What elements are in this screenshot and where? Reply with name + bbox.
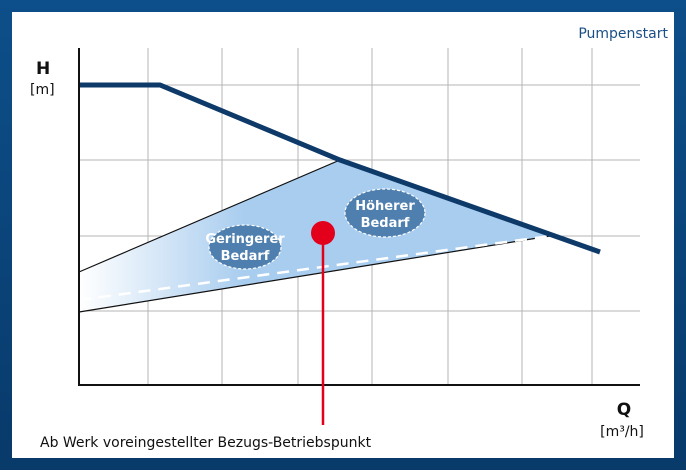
header-title: Pumpenstart xyxy=(578,26,668,42)
region-label: Bedarf xyxy=(361,216,410,231)
region-low xyxy=(208,224,282,270)
y-label: H xyxy=(36,59,50,79)
region-high xyxy=(344,188,426,238)
region-label: Bedarf xyxy=(221,249,270,264)
reference-point xyxy=(311,221,335,245)
axes xyxy=(78,48,640,386)
annotation: Ab Werk voreingestellter Bezugs-Betriebs… xyxy=(40,435,372,451)
x-unit: [m³/h] xyxy=(600,424,644,440)
region-label: Geringerer xyxy=(205,232,285,247)
x-label: Q xyxy=(617,400,631,420)
region-label: Höherer xyxy=(355,199,415,214)
grid xyxy=(79,48,640,385)
pump-curve xyxy=(79,82,601,255)
y-unit: [m] xyxy=(30,82,55,98)
